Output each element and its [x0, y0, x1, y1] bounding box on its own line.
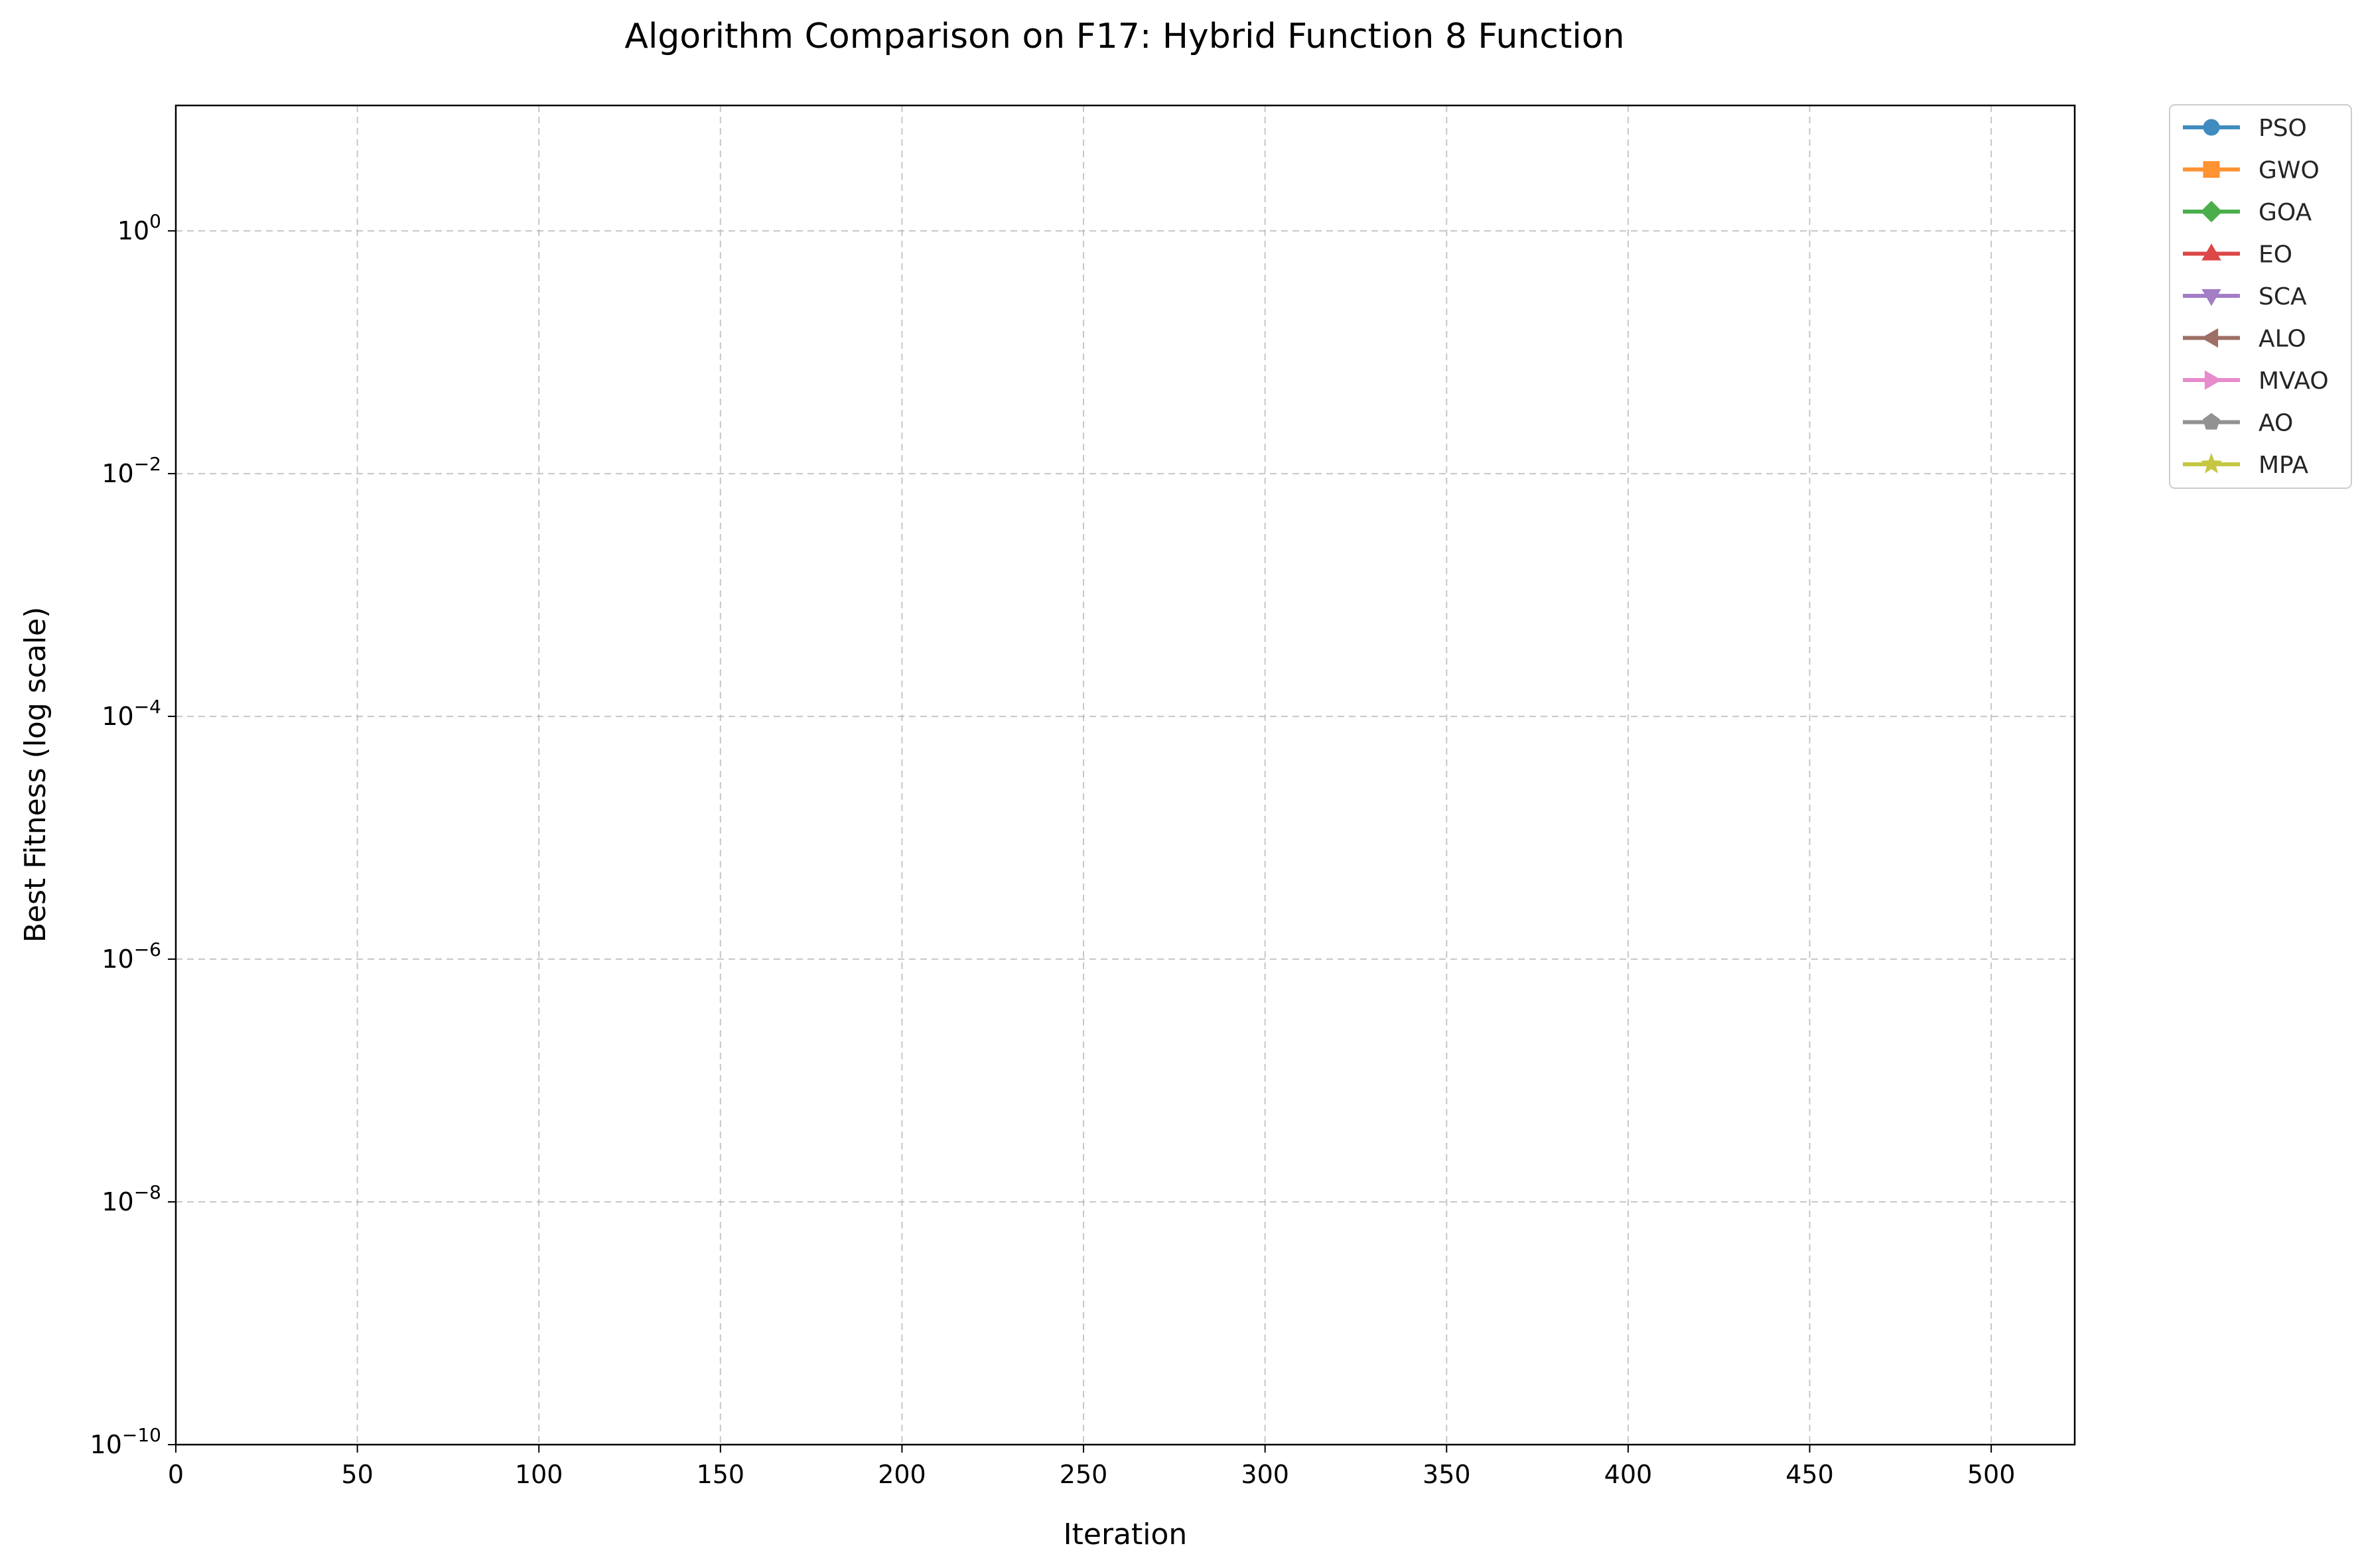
- y-tick-base: 10: [90, 1430, 122, 1459]
- y-tick-base: 10: [102, 1187, 133, 1216]
- legend-label: MPA: [2259, 452, 2308, 479]
- legend-item-ao: AO: [2183, 410, 2293, 437]
- legend-item-eo: EO: [2183, 241, 2292, 269]
- y-tick-base: 10: [102, 459, 133, 488]
- y-tick-label: 10−2: [102, 453, 161, 488]
- x-tick-label: 500: [1967, 1460, 2016, 1489]
- legend-item-goa: GOA: [2183, 199, 2312, 226]
- y-tick-exponent: −6: [134, 939, 161, 960]
- legend-label: SCA: [2259, 283, 2307, 310]
- marker-diamond: [2200, 200, 2223, 223]
- y-tick-base: 10: [102, 702, 133, 731]
- legend: PSO GWO GOA EO SCA ALO MVAO AO MPA: [2169, 104, 2352, 489]
- x-tick-label: 0: [168, 1460, 184, 1489]
- legend-label: EO: [2259, 241, 2292, 269]
- y-tick-label: 10−4: [102, 696, 161, 731]
- x-axis-label: Iteration: [1064, 1518, 1188, 1551]
- x-tick-label: 150: [697, 1460, 745, 1489]
- marker-triangle-right: [2204, 370, 2222, 390]
- x-tick-label: 450: [1785, 1460, 1834, 1489]
- marker-triangle-up: [2201, 243, 2221, 261]
- y-tick-base: 10: [117, 216, 149, 245]
- x-tick-label: 200: [878, 1460, 926, 1489]
- legend-label: MVAO: [2259, 367, 2329, 395]
- y-tick-label: 10−10: [90, 1424, 161, 1459]
- x-tick-label: 350: [1423, 1460, 1471, 1489]
- x-tick-label: 50: [341, 1460, 373, 1489]
- y-axis-label: Best Fitness (log scale): [19, 607, 52, 943]
- y-tick-base: 10: [102, 945, 133, 974]
- y-tick-exponent: 0: [149, 210, 161, 232]
- legend-item-sca: SCA: [2183, 283, 2307, 310]
- legend-item-pso: PSO: [2183, 115, 2307, 142]
- y-tick-exponent: −10: [122, 1424, 161, 1446]
- marker-triangle-left: [2201, 328, 2219, 348]
- legend-label: PSO: [2259, 115, 2307, 142]
- x-tick-label: 100: [515, 1460, 563, 1489]
- legend-label: GOA: [2259, 199, 2312, 226]
- x-axis: 0 50 100 150 200 250 300 350 400 450 500: [168, 1445, 2015, 1489]
- y-tick-label: 100: [117, 210, 161, 245]
- marker-square: [2203, 161, 2220, 178]
- legend-item-gwo: GWO: [2183, 157, 2320, 184]
- y-tick-exponent: −2: [134, 453, 161, 475]
- marker-circle: [2203, 119, 2220, 136]
- y-tick-exponent: −4: [134, 696, 161, 718]
- legend-label: AO: [2259, 410, 2293, 437]
- x-tick-label: 300: [1241, 1460, 1289, 1489]
- marker-pentagon: [2202, 413, 2221, 430]
- legend-frame: [2169, 104, 2352, 489]
- plot-area-frame: [174, 104, 2076, 1446]
- y-tick-label: 10−8: [102, 1181, 161, 1216]
- legend-label: GWO: [2259, 157, 2320, 184]
- legend-item-mpa: MPA: [2183, 452, 2308, 479]
- grid: [175, 105, 2075, 1445]
- legend-item-mvao: MVAO: [2183, 367, 2329, 395]
- legend-item-alo: ALO: [2183, 326, 2306, 353]
- y-tick-label: 10−6: [102, 939, 161, 974]
- chart-title: Algorithm Comparison on F17: Hybrid Func…: [624, 17, 1624, 56]
- x-tick-label: 250: [1060, 1460, 1108, 1489]
- legend-label: ALO: [2259, 326, 2306, 353]
- y-tick-exponent: −8: [134, 1181, 161, 1203]
- marker-star: [2200, 452, 2223, 474]
- marker-triangle-down: [2201, 289, 2221, 306]
- x-tick-label: 400: [1604, 1460, 1653, 1489]
